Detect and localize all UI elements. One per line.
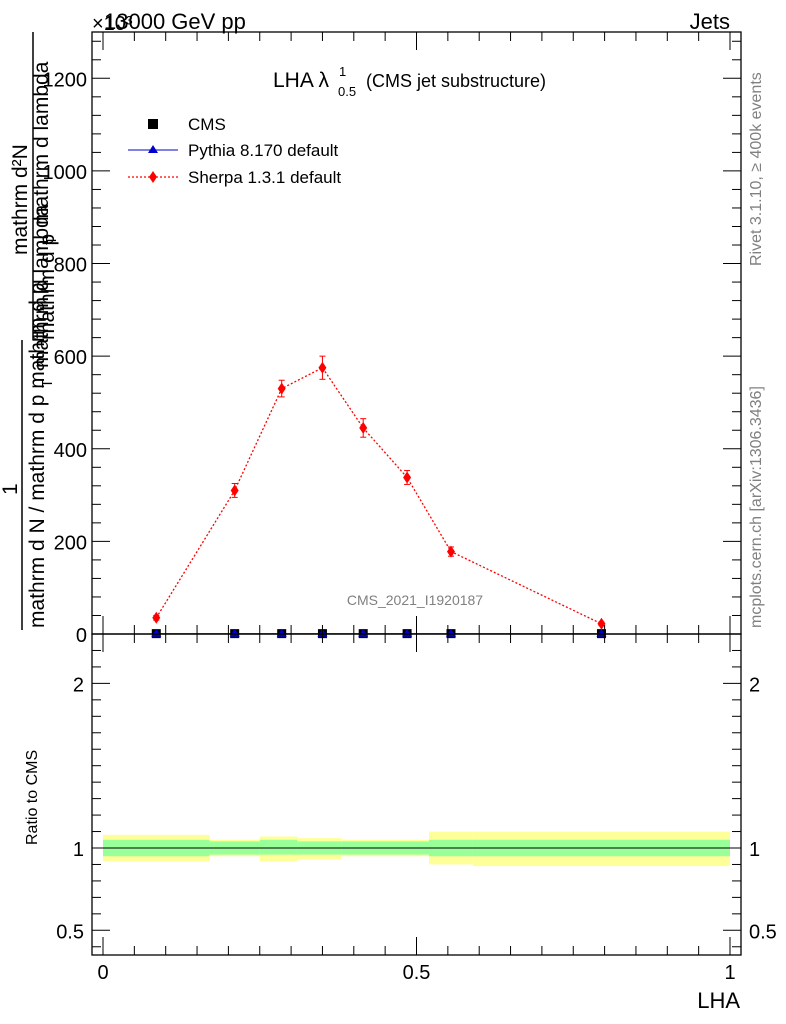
title-suffix: (CMS jet substructure) bbox=[366, 71, 546, 91]
ratio-y-tick-label-left: 0.5 bbox=[56, 921, 84, 943]
main-y-tick-label: 1200 bbox=[43, 69, 88, 91]
ylabel-den-1: mathrm d p bbox=[36, 234, 59, 340]
legend-entry-label: CMS bbox=[188, 115, 226, 134]
pythia-point bbox=[358, 628, 369, 637]
title-superscript: 1 bbox=[339, 64, 346, 79]
sherpa-line bbox=[155, 366, 602, 625]
energy-label: 13000 GeV pp bbox=[104, 9, 246, 34]
ylabel-num-2: 1 bbox=[0, 483, 22, 495]
pythia-point bbox=[276, 628, 287, 637]
sherpa-point bbox=[403, 471, 412, 484]
ylabel-den-1-rest: mathrm d lambda bbox=[30, 61, 53, 225]
x-tick-label: 1 bbox=[724, 962, 735, 984]
ylabel-den-2-rest: mathrm d lambda bbox=[30, 204, 53, 368]
x-axis-label: LHA bbox=[697, 988, 740, 1013]
main-y-tick-label: 0 bbox=[76, 625, 87, 647]
legend: CMS Pythia 8.170 default Sherpa 1.3.1 defa… bbox=[128, 115, 341, 187]
sherpa-point bbox=[230, 484, 239, 497]
ratio-y-tick-label-right: 1 bbox=[749, 839, 760, 861]
sherpa-point bbox=[277, 382, 286, 395]
legend-sherpa-marker bbox=[149, 171, 157, 183]
main-y-tick-label: 800 bbox=[54, 255, 87, 277]
ratio-y-axis-label: Ratio to CMS bbox=[24, 750, 41, 845]
pythia-point bbox=[151, 628, 162, 637]
ylabel-den-1-sub: T bbox=[43, 236, 60, 245]
pythia-point bbox=[402, 628, 413, 637]
title-subscript: 0.5 bbox=[338, 84, 356, 99]
main-y-tick-label: 1000 bbox=[43, 162, 88, 184]
ratio-y-tick-label-left: 2 bbox=[73, 674, 84, 696]
axes: 0 200 400 600 800 1000 1200 0.5 0.5 1 1 2 2 0 0.5 1 bbox=[43, 31, 777, 984]
ratio-y-tick-label-left: 1 bbox=[73, 839, 84, 861]
sherpa-point bbox=[597, 617, 606, 630]
exponent-label: ×10³ bbox=[92, 13, 133, 35]
inner-band-segment bbox=[259, 839, 298, 855]
ratio-y-tick-label-right: 2 bbox=[749, 674, 760, 696]
legend-entry-label: Pythia 8.170 default bbox=[188, 141, 339, 160]
mcplots-label: mcplots.cern.ch [arXiv:1306.3436] bbox=[748, 386, 765, 628]
ylabel-num-1: mathrm d²N bbox=[9, 144, 32, 255]
ylabel-den-2: mathrm d N / mathrm d p mathrm d p bbox=[26, 283, 49, 628]
x-tick-label: 0.5 bbox=[403, 962, 431, 984]
sherpa-point bbox=[446, 545, 455, 558]
rivet-label: Rivet 3.1.10, ≥ 400k events bbox=[748, 72, 765, 266]
legend-entry-label: Sherpa 1.3.1 default bbox=[188, 168, 341, 187]
pythia-point bbox=[445, 628, 456, 637]
sherpa-point bbox=[152, 611, 161, 624]
title-main: LHA λ bbox=[273, 69, 330, 92]
pythia-point bbox=[596, 628, 607, 637]
main-y-axis-label: mathrm d²N mathrm d p T mathrm d lambda … bbox=[0, 32, 60, 630]
legend-pythia-marker bbox=[148, 145, 158, 153]
ylabel-den-2-sub: T bbox=[39, 379, 56, 388]
chart-title: LHA λ 1 0.5 (CMS jet substructure) bbox=[273, 64, 546, 99]
legend-cms-marker bbox=[148, 119, 158, 129]
main-y-tick-label: 200 bbox=[54, 532, 87, 554]
category-label: Jets bbox=[690, 9, 730, 34]
ratio-bands bbox=[103, 831, 730, 867]
main-y-tick-label: 600 bbox=[54, 347, 87, 369]
analysis-label: CMS_2021_I1920187 bbox=[347, 592, 483, 608]
sherpa-point bbox=[359, 421, 368, 434]
ratio-y-tick-label-right: 0.5 bbox=[749, 921, 777, 943]
ratio-panel-frame bbox=[91, 633, 742, 956]
main-y-tick-label: 400 bbox=[54, 440, 87, 462]
sherpa-point bbox=[318, 361, 327, 374]
pythia-point bbox=[229, 628, 240, 637]
x-tick-label: 0 bbox=[97, 962, 108, 984]
